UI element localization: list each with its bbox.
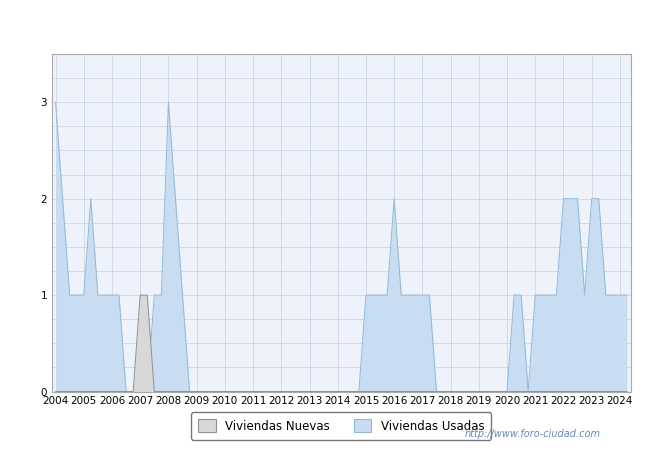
- Text: Bascuñana - Evolucion del Nº de Transacciones Inmobiliarias: Bascuñana - Evolucion del Nº de Transacc…: [114, 17, 536, 31]
- Legend: Viviendas Nuevas, Viviendas Usadas: Viviendas Nuevas, Viviendas Usadas: [191, 412, 491, 440]
- Text: http://www.foro-ciudad.com: http://www.foro-ciudad.com: [465, 429, 601, 439]
